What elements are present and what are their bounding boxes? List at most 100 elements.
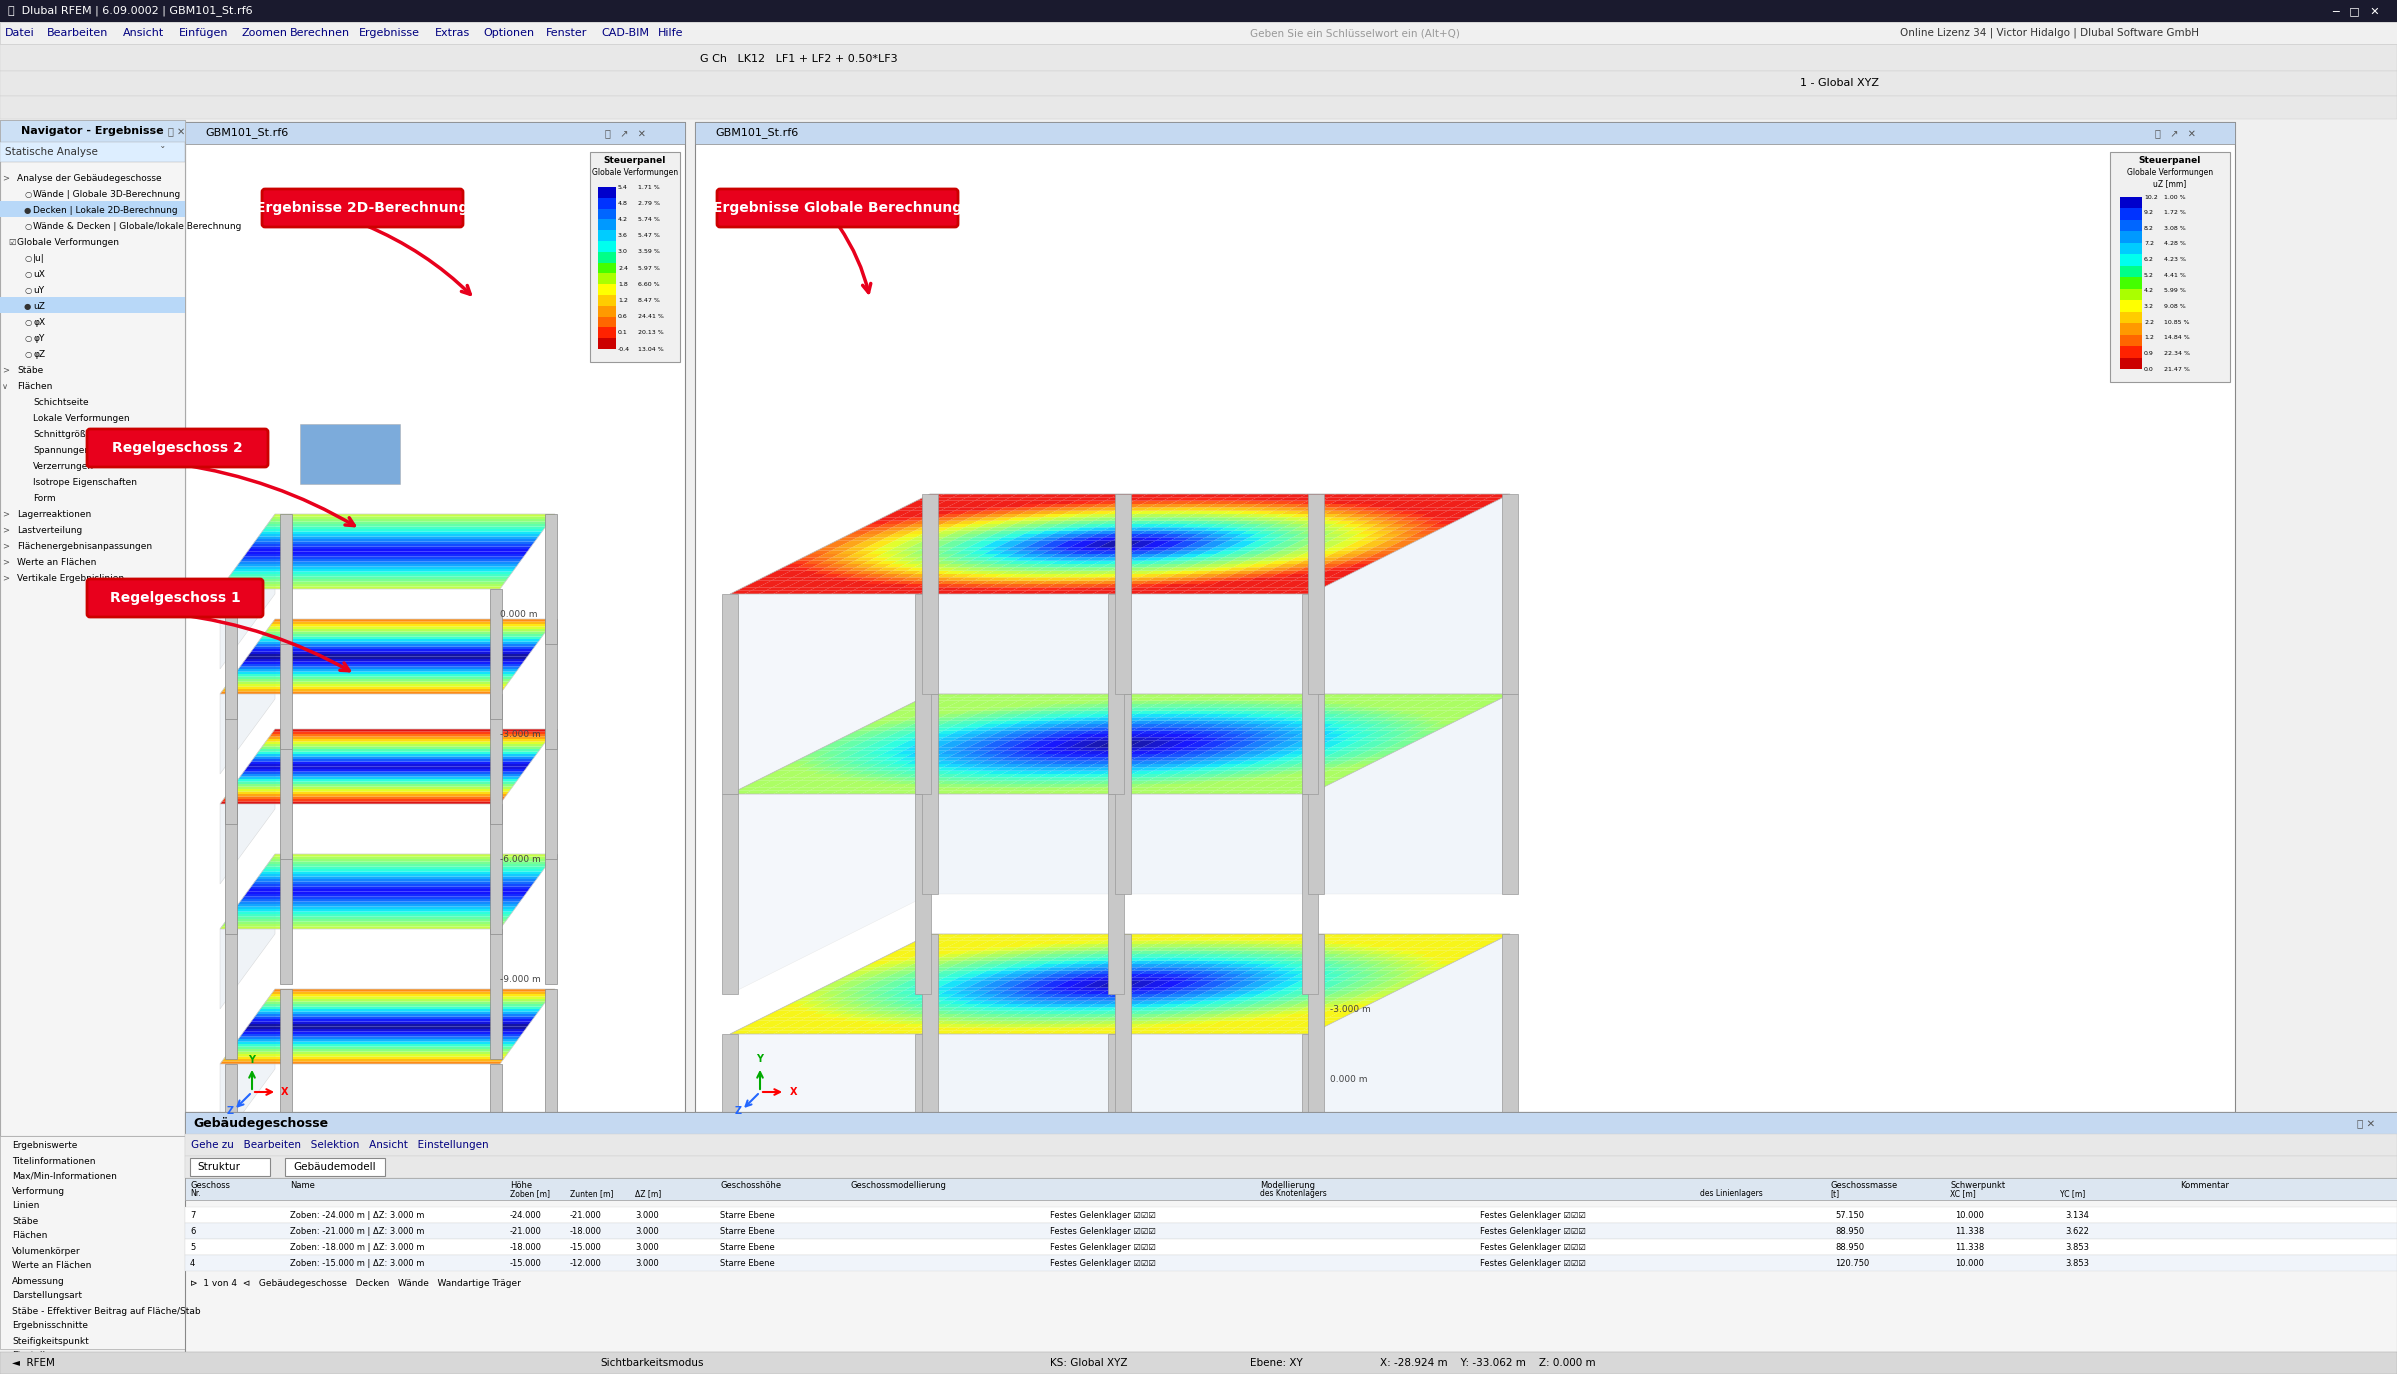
Polygon shape [1242,774,1263,778]
Polygon shape [916,528,935,530]
Polygon shape [1318,714,1340,717]
Polygon shape [968,947,990,951]
Polygon shape [798,1004,820,1007]
Polygon shape [805,1000,825,1004]
Text: -21.000: -21.000 [511,1227,542,1237]
Polygon shape [892,717,913,721]
Polygon shape [973,570,995,574]
Polygon shape [1055,984,1076,988]
Polygon shape [1285,965,1304,967]
Polygon shape [1330,984,1352,988]
Polygon shape [1414,724,1436,727]
Polygon shape [1385,970,1407,974]
Polygon shape [822,1021,844,1024]
Polygon shape [896,743,918,747]
Polygon shape [846,993,868,998]
Polygon shape [1040,984,1062,988]
Polygon shape [1268,761,1290,764]
Polygon shape [1175,558,1194,561]
Polygon shape [1201,787,1222,790]
Polygon shape [925,991,947,993]
Polygon shape [1040,743,1062,747]
Polygon shape [868,743,887,747]
Text: Festes Gelenklager ☑☑☑: Festes Gelenklager ☑☑☑ [1050,1227,1155,1237]
Polygon shape [1198,530,1220,534]
Polygon shape [1282,561,1304,563]
Polygon shape [1232,721,1254,724]
Polygon shape [959,778,980,780]
Bar [597,251,616,262]
Polygon shape [1194,951,1215,954]
Polygon shape [1409,974,1431,977]
Polygon shape [980,1007,1002,1011]
Bar [544,730,556,859]
Polygon shape [822,581,844,584]
Polygon shape [896,750,918,754]
Polygon shape [1261,558,1282,561]
Polygon shape [1081,965,1103,967]
Polygon shape [1230,507,1251,511]
Polygon shape [1239,717,1261,721]
Polygon shape [813,764,834,767]
Polygon shape [1093,554,1115,558]
Polygon shape [1352,741,1373,743]
Polygon shape [1383,958,1405,960]
Polygon shape [1187,787,1208,790]
Polygon shape [1474,694,1496,698]
Polygon shape [1352,734,1371,738]
Polygon shape [1364,528,1385,530]
Polygon shape [949,958,971,960]
Text: des Knotenlagers: des Knotenlagers [1261,1190,1328,1198]
Polygon shape [1062,785,1083,787]
Polygon shape [1292,974,1314,977]
Polygon shape [1198,731,1220,734]
Polygon shape [947,988,968,991]
Polygon shape [1448,947,1469,951]
Polygon shape [901,974,923,977]
Polygon shape [1304,514,1326,518]
Polygon shape [1234,1011,1256,1014]
Polygon shape [235,672,515,675]
Polygon shape [887,974,908,977]
Polygon shape [1129,947,1151,951]
Polygon shape [1373,738,1395,741]
Polygon shape [1153,767,1175,771]
Polygon shape [1112,1021,1134,1024]
Polygon shape [1227,1014,1249,1017]
Polygon shape [789,790,810,794]
Polygon shape [1208,1024,1230,1028]
Polygon shape [1163,577,1184,581]
Polygon shape [1395,540,1417,544]
Polygon shape [930,967,949,970]
Polygon shape [1246,764,1268,767]
Polygon shape [1270,767,1292,771]
Polygon shape [1477,701,1496,703]
Polygon shape [1254,951,1273,954]
Polygon shape [1263,577,1285,581]
Polygon shape [264,742,547,743]
Text: Spannungen: Spannungen [34,445,91,455]
Polygon shape [980,694,1002,698]
Polygon shape [1306,764,1326,767]
Polygon shape [952,977,973,981]
Polygon shape [985,521,1007,523]
Polygon shape [877,523,899,528]
Polygon shape [1338,504,1359,507]
Polygon shape [1155,581,1177,584]
Polygon shape [1292,534,1314,537]
Polygon shape [863,767,884,771]
Polygon shape [266,523,547,526]
Polygon shape [1469,703,1491,708]
Polygon shape [1397,703,1417,708]
Polygon shape [825,998,846,1000]
Polygon shape [1148,540,1170,544]
Polygon shape [1059,771,1081,774]
Polygon shape [817,747,839,750]
Polygon shape [1206,698,1227,701]
Polygon shape [1026,738,1047,741]
FancyArrowPatch shape [180,464,355,526]
Polygon shape [1155,780,1177,785]
Polygon shape [930,1017,952,1021]
Polygon shape [1036,710,1057,714]
Polygon shape [1047,1024,1069,1028]
